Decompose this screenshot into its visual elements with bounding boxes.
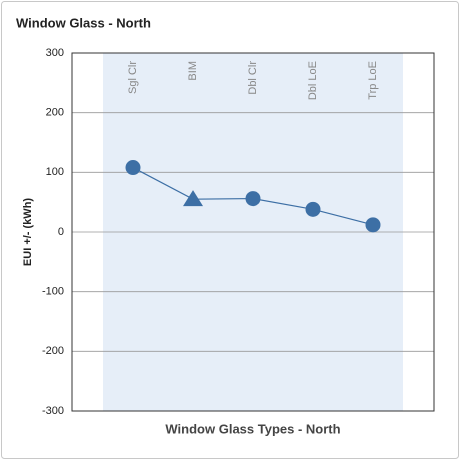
- y-axis-title: EUI +/- (kWh): [22, 198, 34, 266]
- y-tick-label: 0: [58, 226, 64, 238]
- x-tick-label: Dbl Clr: [247, 61, 259, 95]
- marker: [365, 217, 381, 233]
- marker: [183, 190, 203, 207]
- y-tick-label: 100: [46, 166, 64, 178]
- y-tick-label: 200: [46, 107, 64, 119]
- marker: [305, 201, 321, 217]
- marker: [245, 191, 261, 207]
- x-tick-label: Trp LoE: [367, 61, 379, 100]
- x-tick-label: Sgl Clr: [127, 61, 139, 94]
- x-tick-label: Dbl LoE: [307, 61, 319, 100]
- y-tick-label: -200: [42, 345, 64, 357]
- x-axis-title: Window Glass Types - North: [165, 421, 340, 436]
- marker: [125, 160, 141, 176]
- y-tick-label: -300: [42, 405, 64, 417]
- plot-border: [71, 52, 435, 412]
- x-tick-label: BIM: [187, 61, 199, 81]
- y-tick-label: -100: [42, 286, 64, 298]
- chart-title: Window Glass - North: [16, 15, 151, 30]
- y-tick-label: 300: [46, 47, 64, 59]
